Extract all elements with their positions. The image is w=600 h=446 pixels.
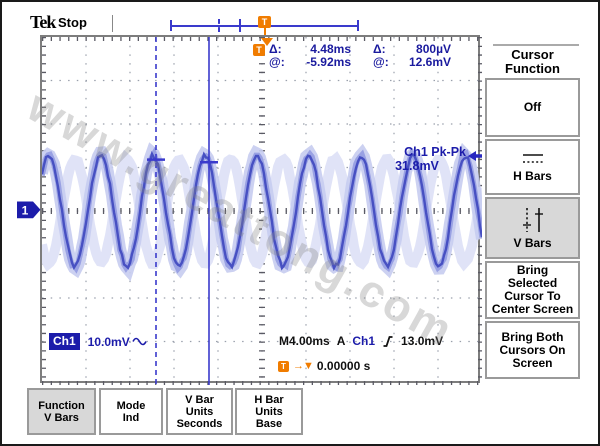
bring-selected-line3: Cursor To bbox=[504, 289, 561, 303]
delay-t-icon: T bbox=[278, 360, 289, 372]
rising-edge-icon bbox=[383, 335, 393, 347]
h-bars-label: H Bars bbox=[513, 168, 552, 183]
bring-both-line1: Bring Both bbox=[501, 329, 564, 344]
header-divider bbox=[112, 15, 113, 32]
trigger-t-icon: T bbox=[253, 43, 265, 56]
mode-line2: Ind bbox=[122, 411, 140, 424]
trigger-delay-readout: T →▼ 0.00000 s bbox=[278, 359, 370, 373]
timebase-value: M4.00ms bbox=[279, 334, 330, 348]
delta-volt-label: Δ: bbox=[373, 42, 386, 56]
horizontal-trigger-readout: M4.00ms A Ch1 13.0mV bbox=[279, 334, 443, 348]
delta-time-label: Δ: bbox=[269, 42, 282, 56]
trigger-level-value: 13.0mV bbox=[401, 334, 444, 348]
record-bar-cursor2-tick bbox=[239, 19, 241, 32]
channel1-ground-marker: 1 bbox=[17, 201, 41, 219]
v-bars-label: V Bars bbox=[513, 236, 552, 250]
record-bar-left-bracket bbox=[170, 20, 172, 31]
sidebar-button-bring-both[interactable]: Bring Both Cursors On Screen bbox=[485, 321, 580, 379]
delay-arrow-icon: →▼ bbox=[293, 360, 314, 372]
acquisition-mode: A bbox=[336, 334, 346, 348]
ac-coupling-wave-icon bbox=[131, 337, 147, 346]
delta-time-value: 4.48ms bbox=[310, 42, 351, 56]
graticule bbox=[40, 35, 482, 385]
bring-both-line2: Cursors On bbox=[499, 342, 566, 357]
v-bar-units-line3: Seconds bbox=[176, 417, 223, 430]
measurement-readout: Ch1 Pk-Pk 31.8mV bbox=[374, 145, 466, 173]
bottom-button-mode[interactable]: Mode Ind bbox=[99, 388, 163, 435]
svg-text:1: 1 bbox=[22, 204, 29, 218]
channel-scale-readout: Ch1 10.0mV bbox=[49, 333, 147, 350]
at-volt-value: 12.6mV bbox=[408, 55, 451, 69]
at-time-value: -5.92ms bbox=[306, 55, 351, 69]
trigger-position-flag-icon: T bbox=[258, 16, 271, 28]
graticule-svg bbox=[42, 37, 482, 385]
record-bar-cursor1-tick bbox=[218, 19, 220, 32]
bottom-button-h-bar-units[interactable]: H Bar Units Base bbox=[235, 388, 303, 435]
function-line1: Function bbox=[38, 399, 85, 412]
sidebar-button-v-bars[interactable]: V Bars bbox=[485, 197, 580, 259]
delay-value: 0.00000 s bbox=[316, 359, 371, 373]
sidebar-button-h-bars[interactable]: H Bars bbox=[485, 139, 580, 195]
acquisition-status: Stop bbox=[58, 15, 87, 30]
function-line2: V Bars bbox=[44, 411, 79, 424]
sidebar-title: Cursor Function bbox=[484, 48, 581, 76]
h-bar-units-line1: H Bar bbox=[254, 393, 284, 406]
record-bar-right-bracket bbox=[357, 20, 359, 31]
trigger-position-stem bbox=[264, 28, 266, 35]
measurement-label: Ch1 Pk-Pk bbox=[404, 145, 466, 159]
channel-scale-value: 10.0mV bbox=[87, 334, 130, 349]
delta-volt-value: 800µV bbox=[416, 42, 451, 56]
bottom-button-v-bar-units[interactable]: V Bar Units Seconds bbox=[166, 388, 233, 435]
bring-selected-line4: Center Screen bbox=[491, 302, 574, 316]
v-bars-icon bbox=[522, 208, 543, 232]
h-bars-icon bbox=[522, 153, 543, 163]
h-bar-units-line2: Units bbox=[255, 405, 283, 418]
sidebar-button-off[interactable]: Off bbox=[485, 78, 580, 137]
sidebar-title-rule bbox=[493, 44, 579, 46]
bring-selected-line1: Bring bbox=[516, 263, 549, 277]
off-label: Off bbox=[523, 100, 542, 114]
v-bar-units-line1: V Bar bbox=[185, 393, 214, 406]
measurement-value: 31.8mV bbox=[395, 159, 439, 173]
sidebar-title-line2: Function bbox=[505, 61, 560, 76]
v-bar-units-line2: Units bbox=[185, 405, 214, 418]
channel-badge: Ch1 bbox=[49, 333, 80, 350]
sidebar-title-line1: Cursor bbox=[511, 47, 554, 62]
h-bar-units-line3: Base bbox=[255, 417, 283, 430]
at-time-label: @: bbox=[269, 55, 285, 69]
bring-selected-line2: Selected bbox=[507, 276, 558, 290]
trigger-source: Ch1 bbox=[352, 334, 376, 348]
mode-line1: Mode bbox=[116, 399, 146, 412]
bottom-button-function[interactable]: Function V Bars bbox=[27, 388, 96, 435]
bring-both-line3: Screen bbox=[512, 355, 553, 370]
at-volt-label: @: bbox=[373, 55, 389, 69]
cursor-readout: T Δ: 4.48ms Δ: 800µV @: -5.92ms @: 12.6m… bbox=[253, 43, 451, 69]
sidebar-button-bring-selected[interactable]: Bring Selected Cursor To Center Screen bbox=[485, 261, 580, 319]
tek-logo: Tek bbox=[30, 12, 56, 32]
